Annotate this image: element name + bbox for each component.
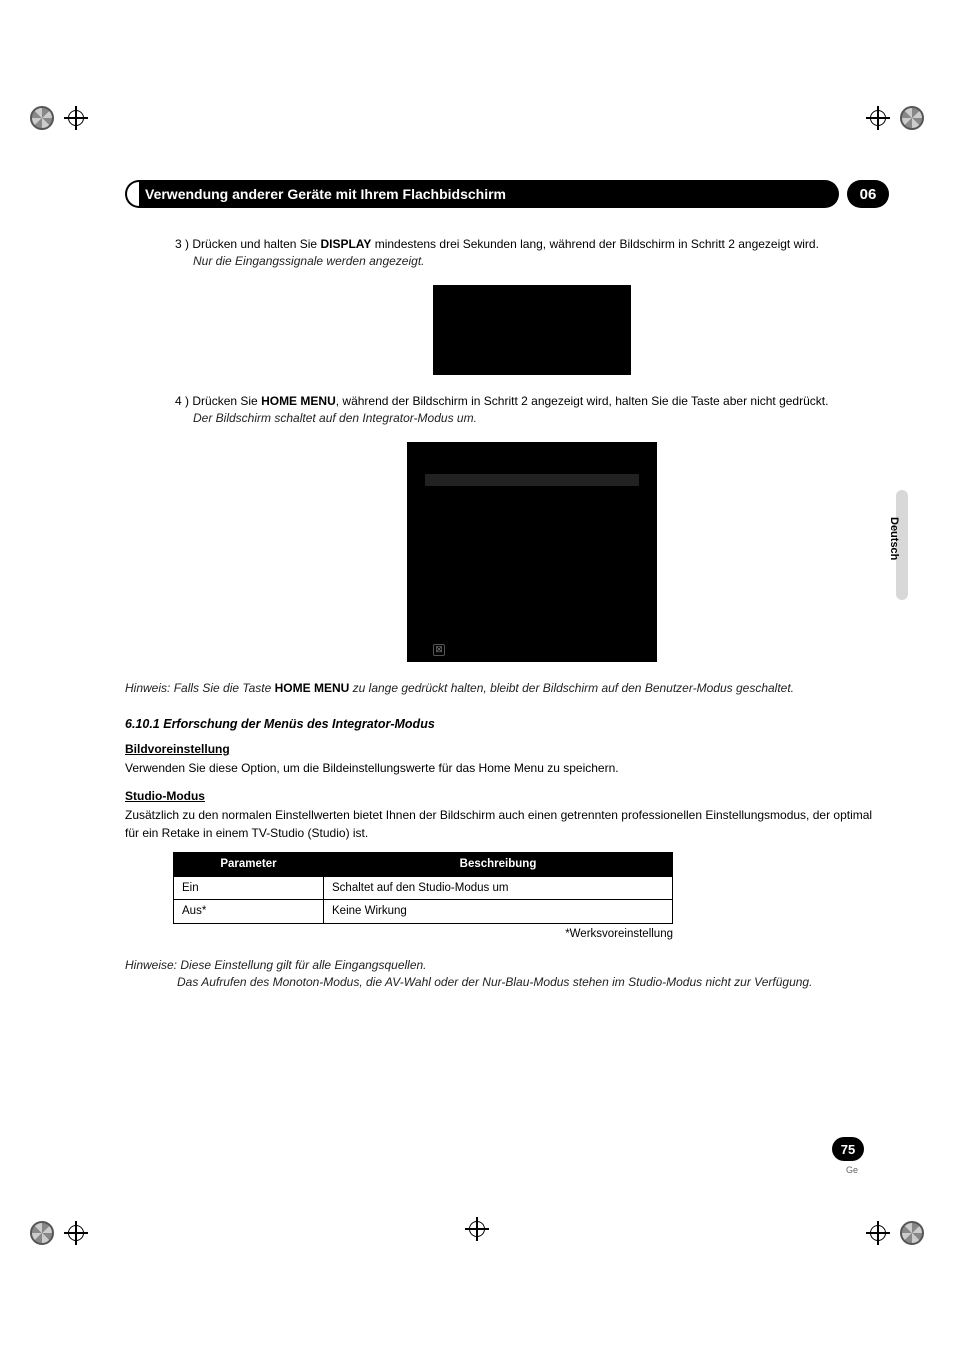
crop-mark-top-left [30, 106, 88, 130]
table-row: Ein Schaltet auf den Studio-Modus um [174, 876, 673, 900]
crop-mark-top-right [866, 106, 924, 130]
crop-mark-bottom-left [30, 1221, 88, 1245]
step-4-text-before: Drücken Sie [192, 394, 261, 408]
section-6-10-1: 6.10.1 Erforschung der Menüs des Integra… [125, 715, 889, 992]
note-label: Hinweis: [125, 681, 170, 695]
table-header-description: Beschreibung [324, 853, 673, 877]
notes-line2: Das Aufrufen des Monoton-Modus, die AV-W… [125, 974, 889, 991]
table-cell-param: Ein [174, 876, 324, 900]
section-heading: 6.10.1 Erforschung der Menüs des Integra… [125, 715, 889, 733]
notes-studio-modus: Hinweise: Diese Einstellung gilt für all… [125, 957, 889, 992]
screenshot-signal-display [433, 285, 631, 375]
step-3-bold: DISPLAY [320, 237, 371, 251]
step-4: 4 ) Drücken Sie HOME MENU, während der B… [175, 393, 889, 428]
screenshot-integrator-menu: ⊠ [407, 442, 657, 662]
page-content: Verwendung anderer Geräte mit Ihrem Flac… [125, 180, 889, 1171]
step-4-text: Drücken Sie HOME MENU, während der Bilds… [192, 394, 828, 408]
close-icon: ⊠ [433, 644, 445, 656]
step-3-text-before: Drücken und halten Sie [192, 237, 320, 251]
bildvoreinstellung-heading: Bildvoreinstellung [125, 741, 889, 758]
side-language-tab: Deutsch [888, 517, 900, 560]
step-3-note: Nur die Eingangssignale werden angezeigt… [175, 253, 889, 270]
crop-mark-bottom-right [866, 1221, 924, 1245]
chapter-number-badge: 06 [847, 180, 889, 208]
crop-mark-bottom-center [465, 1217, 489, 1241]
chapter-title: Verwendung anderer Geräte mit Ihrem Flac… [139, 180, 821, 208]
table-header-row: Parameter Beschreibung [174, 853, 673, 877]
step-3-number: 3 ) [175, 237, 189, 251]
note-text-after: zu lange gedrückt halten, bleibt der Bil… [349, 681, 794, 695]
chapter-title-bar: Verwendung anderer Geräte mit Ihrem Flac… [125, 180, 839, 208]
table-footnote: *Werksvoreinstellung [125, 926, 673, 943]
studio-modus-body: Zusätzlich zu den normalen Einstellwerte… [125, 807, 889, 842]
table-header-parameter: Parameter [174, 853, 324, 877]
step-4-bold: HOME MENU [261, 394, 336, 408]
table-cell-desc: Schaltet auf den Studio-Modus um [324, 876, 673, 900]
step-3-text-after: mindestens drei Sekunden lang, während d… [371, 237, 819, 251]
step-3-text: Drücken und halten Sie DISPLAY mindesten… [192, 237, 819, 251]
studio-modus-heading: Studio-Modus [125, 788, 889, 805]
table-row: Aus* Keine Wirkung [174, 900, 673, 924]
step-4-number: 4 ) [175, 394, 189, 408]
chapter-header: Verwendung anderer Geräte mit Ihrem Flac… [125, 180, 889, 208]
step-4-note: Der Bildschirm schaltet auf den Integrat… [175, 410, 889, 427]
bildvoreinstellung-body: Verwenden Sie diese Option, um die Bilde… [125, 760, 889, 777]
step-4-text-after: , während der Bildschirm in Schritt 2 an… [336, 394, 829, 408]
table-cell-param: Aus* [174, 900, 324, 924]
body-content: 3 ) Drücken und halten Sie DISPLAY minde… [125, 236, 889, 992]
notes-label: Hinweise: [125, 958, 177, 972]
notes-line1: Diese Einstellung gilt für alle Eingangs… [177, 958, 427, 972]
step-3: 3 ) Drücken und halten Sie DISPLAY minde… [175, 236, 889, 271]
studio-modus-table: Parameter Beschreibung Ein Schaltet auf … [173, 852, 673, 924]
note-text-before: Falls Sie die Taste [170, 681, 274, 695]
note-bold: HOME MENU [275, 681, 350, 695]
table-cell-desc: Keine Wirkung [324, 900, 673, 924]
note-home-menu: Hinweis: Falls Sie die Taste HOME MENU z… [125, 680, 889, 697]
screenshot-menu-bar [425, 474, 639, 486]
